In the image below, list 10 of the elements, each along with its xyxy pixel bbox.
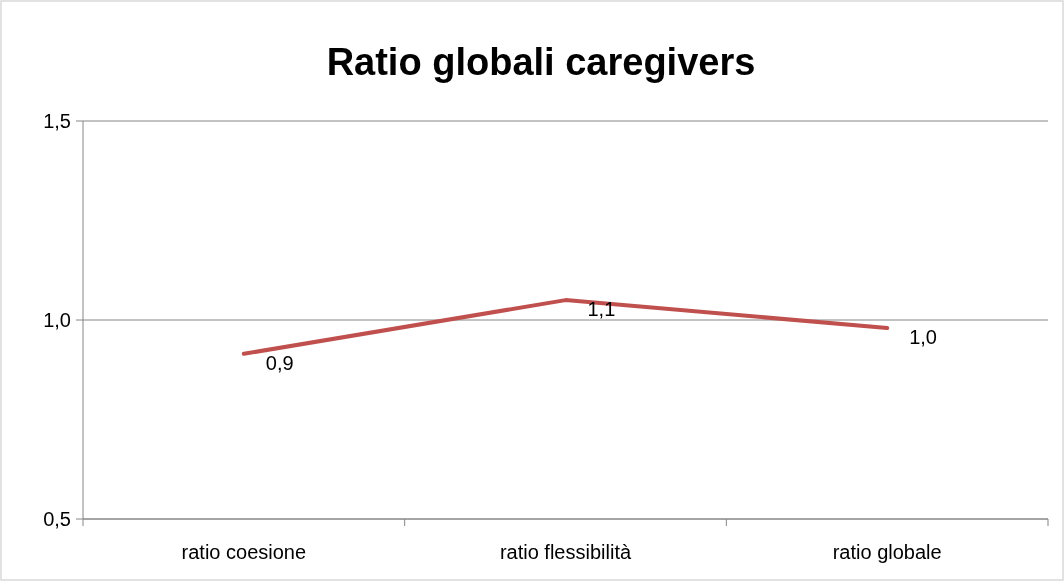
data-label: 0,9 — [265, 351, 294, 374]
x-tick-label: ratio flessibilità — [499, 541, 632, 563]
y-tick-label: 0,5 — [43, 508, 71, 530]
y-tick-label: 1,5 — [43, 110, 71, 132]
y-tick-label: 1,0 — [43, 309, 71, 331]
x-tick-label: ratio globale — [832, 541, 942, 563]
data-label: 1,0 — [909, 325, 937, 348]
chart-title: Ratio globali caregivers — [326, 41, 756, 83]
data-label: 1,1 — [587, 298, 616, 321]
x-tick-label: ratio coesione — [181, 541, 307, 563]
